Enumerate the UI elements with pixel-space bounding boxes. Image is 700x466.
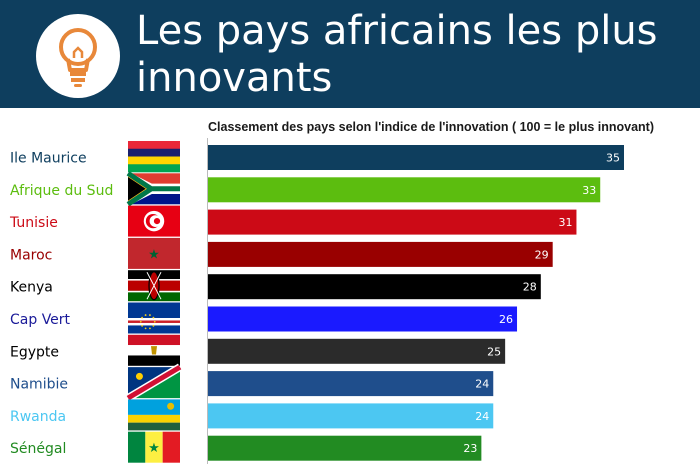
page-title: Les pays africains les plus innovants [136, 8, 658, 101]
lightbulb-icon [59, 28, 97, 87]
namibia-flag [125, 363, 183, 402]
country-label: Rwanda [10, 409, 66, 425]
kenya-flag [128, 270, 180, 302]
bar-value-label: 24 [475, 410, 489, 423]
country-label: Maroc [10, 247, 52, 263]
country-label: Egypte [10, 344, 59, 360]
egypt-flag [128, 334, 180, 366]
country-label: Namibie [10, 377, 68, 393]
bar [208, 241, 553, 267]
bar [208, 403, 494, 429]
rwanda-flag [128, 399, 180, 431]
bar-value-label: 24 [475, 378, 489, 391]
bar [208, 338, 506, 364]
bar-value-label: 25 [487, 345, 501, 358]
country-label: Kenya [10, 280, 53, 296]
bar-value-label: 35 [606, 152, 620, 165]
bar-value-label: 28 [523, 281, 537, 294]
country-label: Ile Maurice [10, 151, 87, 167]
chart-title: Classement des pays selon l'indice de l'… [208, 120, 654, 134]
country-label: Tunisie [9, 215, 58, 231]
bar [208, 177, 601, 203]
bar-value-label: 29 [535, 248, 549, 261]
bar [208, 306, 518, 332]
bar-value-label: 33 [582, 184, 596, 197]
bar [208, 274, 541, 300]
morocco-flag: ★ [128, 237, 180, 269]
cape-verde-flag [128, 302, 180, 334]
bar-chart: Ile Maurice 35 Afrique du Sud 33 Tunisie 31 Ma… [9, 138, 624, 464]
tunisia-flag [128, 205, 180, 237]
bar-value-label: 26 [499, 313, 513, 326]
bar [208, 371, 494, 397]
bar [208, 435, 482, 461]
mauritius-flag [128, 141, 180, 173]
country-label: Sénégal [10, 441, 66, 457]
south-africa-flag [126, 171, 182, 207]
country-label: Afrique du Sud [10, 183, 113, 199]
bar-value-label: 23 [463, 442, 477, 455]
logo-circle [36, 14, 120, 98]
svg-text:★: ★ [148, 441, 160, 456]
svg-text:★: ★ [148, 247, 160, 262]
senegal-flag: ★ [128, 431, 180, 463]
bar [208, 209, 577, 235]
bar-value-label: 31 [558, 216, 572, 229]
country-label: Cap Vert [10, 312, 71, 328]
header-banner: Les pays africains les plus innovants [0, 0, 700, 108]
bar [208, 145, 624, 170]
